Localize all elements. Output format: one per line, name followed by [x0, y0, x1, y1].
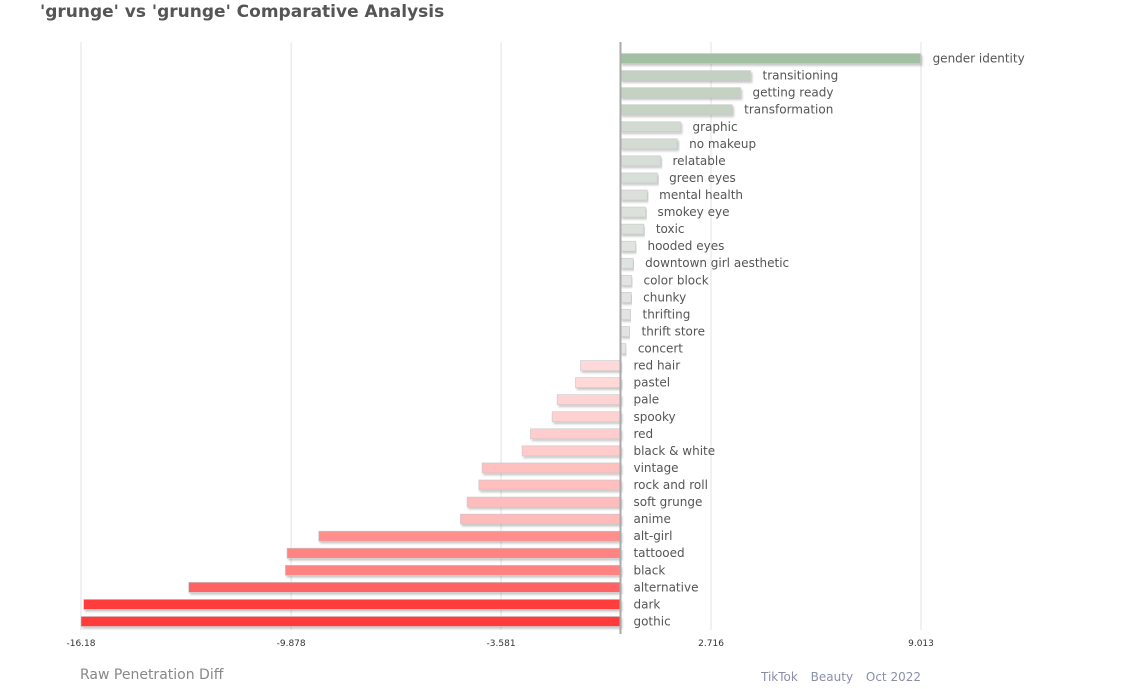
bar-label: alternative [633, 580, 698, 594]
chart-title: 'grunge' vs 'grunge' Comparative Analysi… [40, 2, 445, 22]
bar[interactable] [551, 411, 621, 423]
bar-label: pastel [633, 376, 670, 390]
bar[interactable] [80, 616, 621, 627]
bar[interactable] [580, 360, 621, 371]
bar[interactable] [286, 547, 621, 559]
bar[interactable] [620, 326, 630, 337]
bar[interactable] [478, 479, 621, 491]
bar[interactable] [620, 240, 636, 252]
bar[interactable] [521, 445, 621, 457]
metric-label: Raw Penetration Diff [80, 667, 224, 683]
bar-label: red [633, 427, 653, 441]
bar[interactable] [83, 599, 621, 610]
bar[interactable] [620, 223, 645, 235]
bar-label: dark [633, 597, 660, 611]
x-tick-label: -16.18 [66, 639, 95, 649]
bar[interactable] [188, 582, 621, 593]
bar-label: black & white [633, 444, 715, 458]
bar[interactable] [575, 377, 621, 388]
bar-label: thrifting [642, 307, 690, 321]
x-axis-ticks: -16.18 -9.878 -3.581 2.716 9.013 [66, 639, 933, 649]
footer-category[interactable]: Beauty [810, 670, 854, 684]
gridlines [80, 42, 922, 630]
bar-label: relatable [672, 154, 725, 168]
bar-label: no makeup [689, 137, 756, 151]
bar-label: rock and roll [633, 478, 707, 492]
bar-label: transitioning [763, 69, 839, 83]
bar-label: getting ready [753, 86, 834, 100]
bar[interactable] [620, 274, 632, 286]
bar[interactable] [620, 309, 631, 320]
bar-label: thrift store [641, 324, 704, 338]
bar-label: toxic [656, 222, 685, 236]
bar[interactable] [620, 138, 678, 150]
bar[interactable] [620, 87, 741, 98]
bar[interactable] [556, 394, 621, 406]
bar-label: anime [633, 512, 670, 526]
bar[interactable] [620, 70, 751, 81]
bar-label: tattooed [633, 546, 684, 560]
bar-label: alt-girl [633, 529, 672, 543]
bar-label: vintage [633, 461, 678, 475]
x-tick-label: -9.878 [277, 639, 306, 649]
bar-label: gothic [633, 614, 670, 628]
bar[interactable] [620, 206, 646, 218]
x-tick-label: 2.716 [698, 639, 724, 649]
bar[interactable] [620, 155, 661, 167]
bar-label: mental health [659, 188, 743, 202]
footer-period[interactable]: Oct 2022 [865, 670, 921, 684]
bar[interactable] [620, 53, 921, 64]
footer-meta: TikTok Beauty Oct 2022 [752, 670, 921, 684]
bar-label: pale [633, 393, 659, 407]
bar[interactable] [620, 172, 658, 184]
bar[interactable] [620, 292, 632, 303]
bar-label: graphic [692, 120, 737, 134]
bar[interactable] [620, 104, 733, 116]
bar-label: black [633, 563, 665, 577]
bar[interactable] [318, 530, 621, 542]
bar[interactable] [530, 428, 621, 440]
bar-label: hooded eyes [647, 239, 724, 253]
bar[interactable] [466, 496, 621, 508]
bar-label: color block [643, 273, 708, 287]
bar-label: soft grunge [633, 495, 702, 509]
bar-label: green eyes [669, 171, 736, 185]
bar[interactable] [620, 189, 648, 201]
bar-label: concert [638, 342, 683, 356]
x-tick-label: 9.013 [908, 639, 934, 649]
bar-label: gender identity [933, 52, 1025, 66]
bar-label: spooky [633, 410, 675, 424]
bar-label: transformation [744, 103, 833, 117]
x-tick-label: -3.581 [487, 639, 516, 649]
bar[interactable] [620, 257, 634, 269]
bar-label: chunky [643, 290, 686, 304]
bar[interactable] [285, 564, 621, 576]
bar-labels: gender identity transitioning getting read… [633, 52, 1024, 629]
bar-label: smokey eye [657, 205, 729, 219]
bar[interactable] [620, 121, 681, 133]
footer-platform[interactable]: TikTok [761, 670, 798, 684]
bar-label: red hair [633, 359, 680, 373]
bar[interactable] [481, 462, 621, 474]
bar[interactable] [460, 513, 621, 525]
bars [80, 53, 921, 627]
bar-label: downtown girl aesthetic [645, 256, 789, 270]
